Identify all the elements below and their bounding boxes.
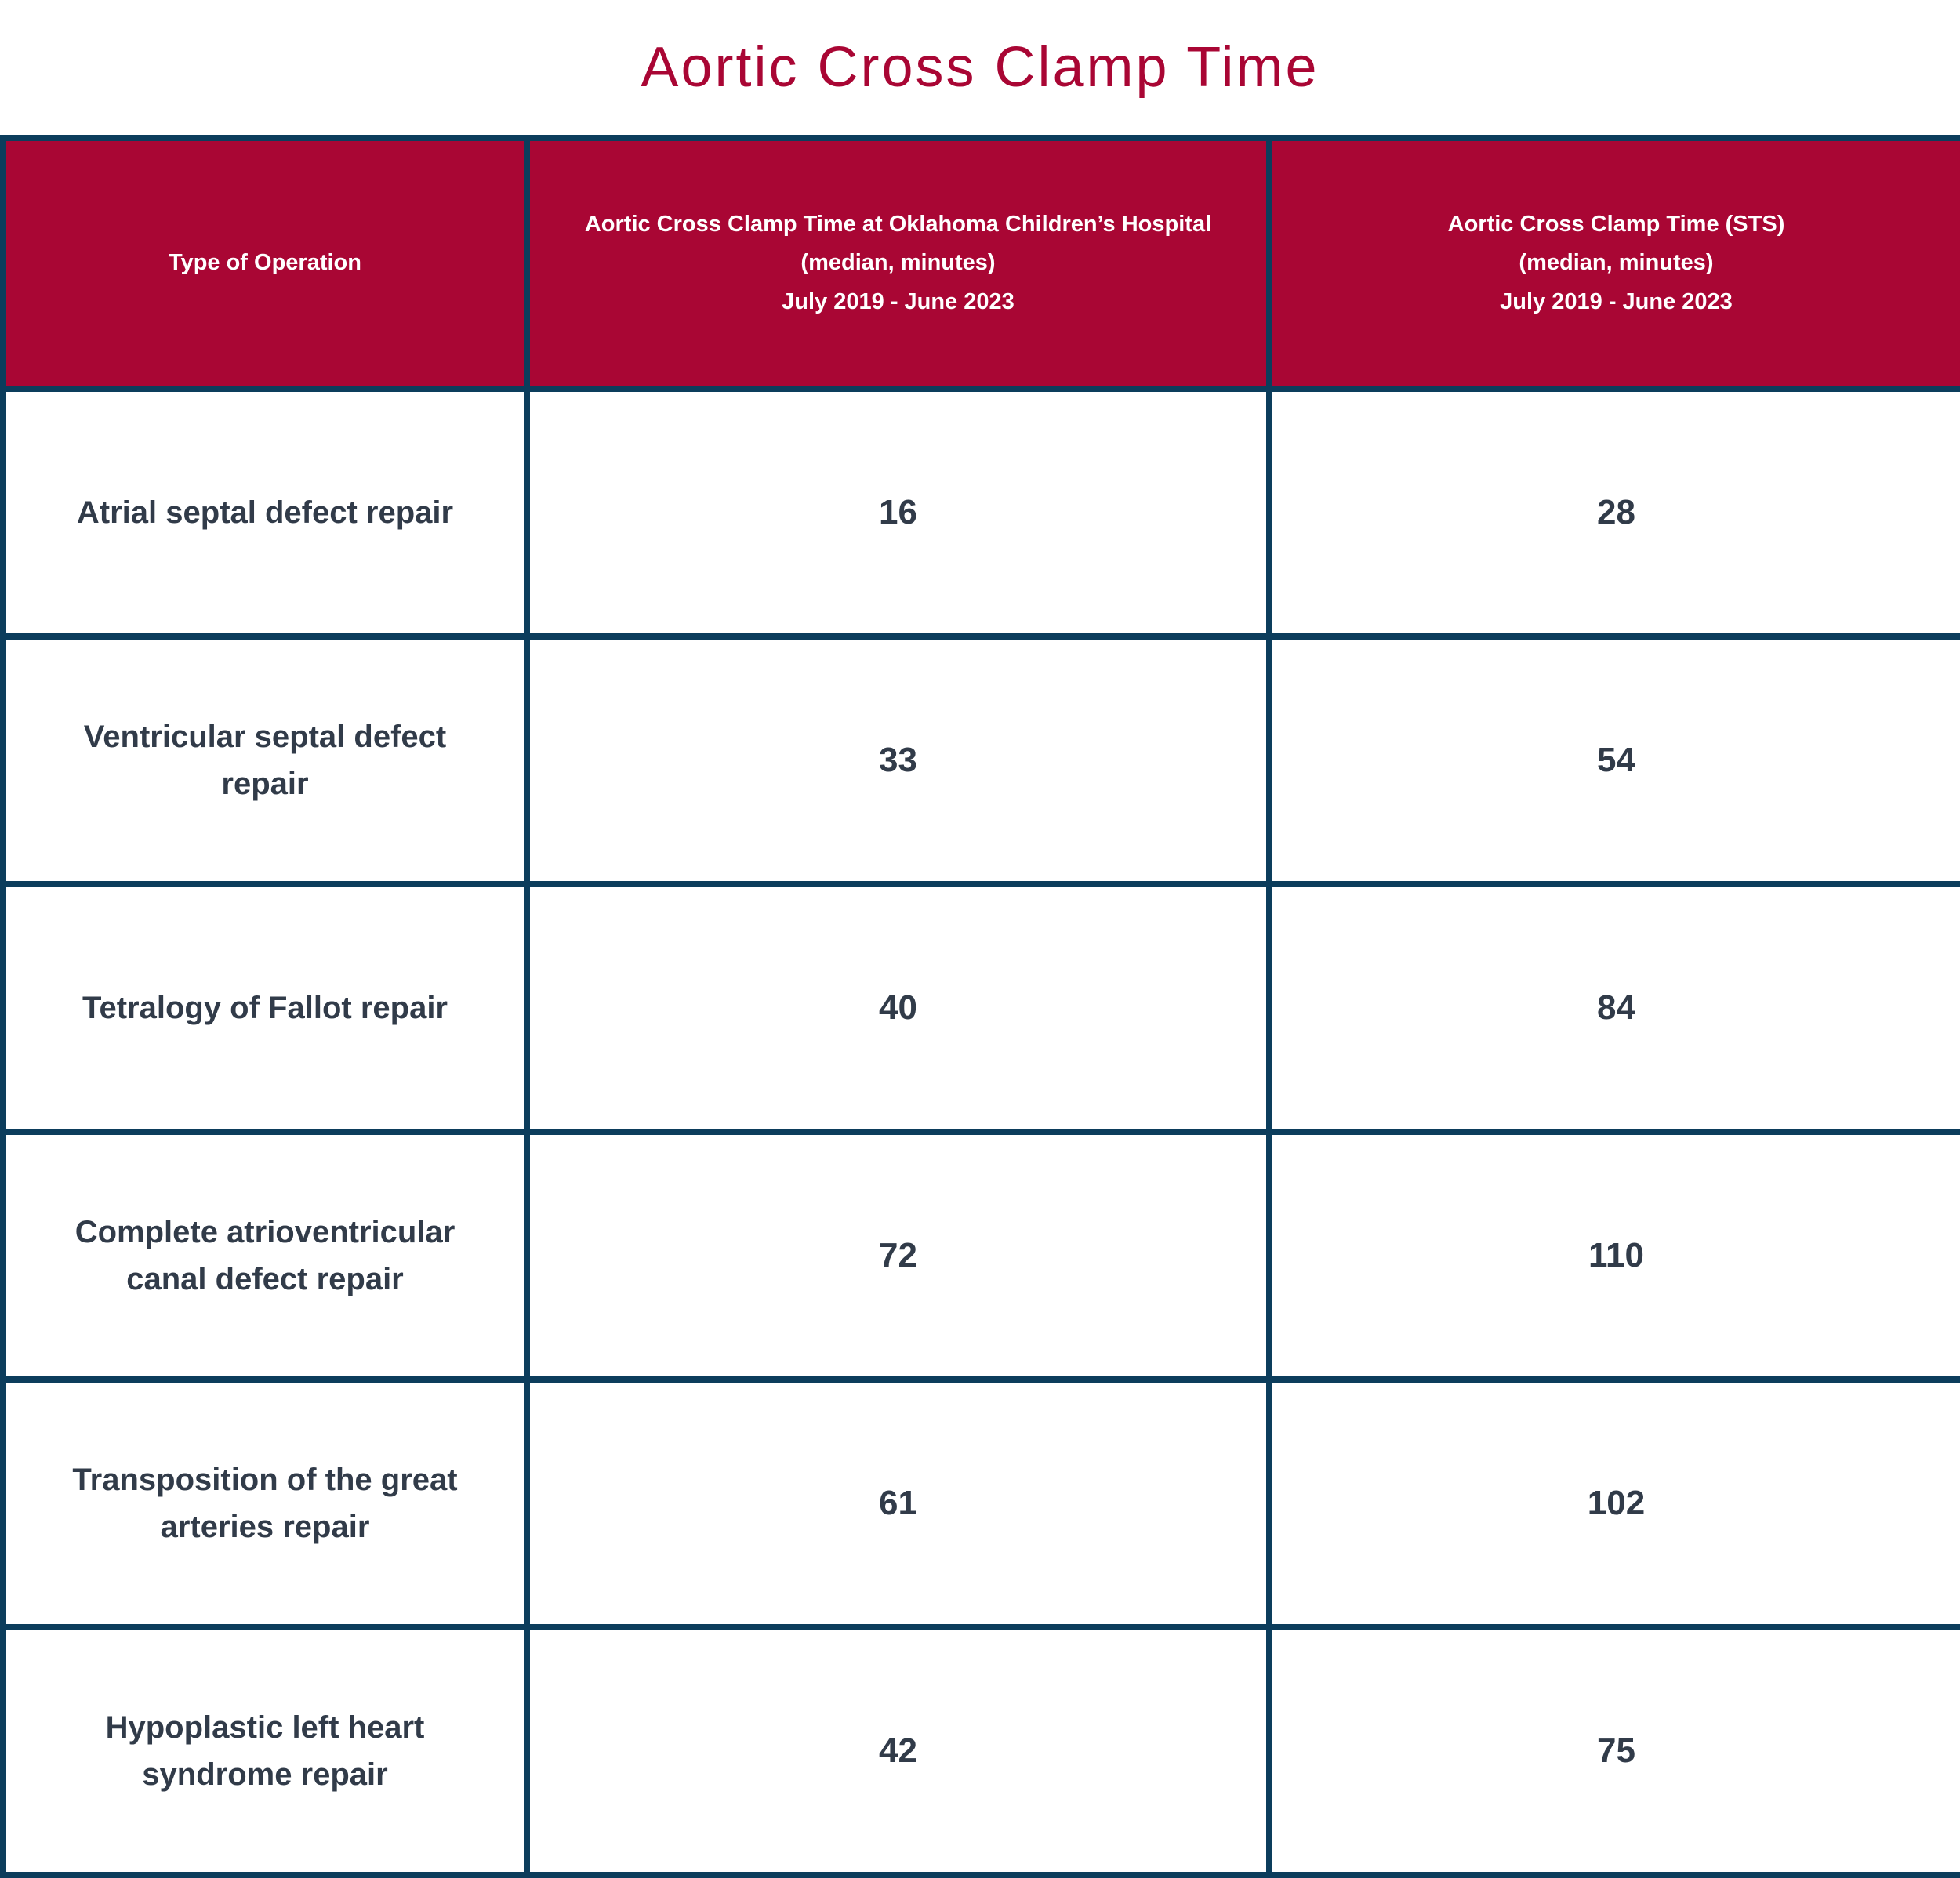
operation-label: Tetralogy of Fallot repair — [0, 881, 530, 1135]
table-row: Ventricular septal defect repair 33 54 — [0, 633, 1960, 887]
operation-label: Hypoplastic left heart syndrome repair — [0, 1624, 530, 1878]
operation-label: Atrial septal defect repair — [0, 386, 530, 640]
table-row: Transposition of the great arteries repa… — [0, 1376, 1960, 1630]
operation-label: Transposition of the great arteries repa… — [0, 1376, 530, 1630]
column-header-type-of-operation: Type of Operation — [0, 135, 530, 392]
sts-median-value: 84 — [1266, 881, 1960, 1135]
aortic-cross-clamp-table: Type of Operation Aortic Cross Clamp Tim… — [0, 135, 1960, 1878]
column-header-och-median: Aortic Cross Clamp Time at Oklahoma Chil… — [524, 135, 1272, 392]
och-median-value: 61 — [524, 1376, 1272, 1630]
page-title: Aortic Cross Clamp Time — [641, 36, 1319, 99]
operation-label: Ventricular septal defect repair — [0, 633, 530, 887]
och-median-value: 40 — [524, 881, 1272, 1135]
title-bar: Aortic Cross Clamp Time — [0, 0, 1960, 135]
sts-median-value: 75 — [1266, 1624, 1960, 1878]
header-row: Type of Operation Aortic Cross Clamp Tim… — [0, 135, 1960, 392]
sts-median-value: 110 — [1266, 1129, 1960, 1383]
table-row: Complete atrioventricular canal defect r… — [0, 1129, 1960, 1383]
table-row: Hypoplastic left heart syndrome repair 4… — [0, 1624, 1960, 1878]
operation-label: Complete atrioventricular canal defect r… — [0, 1129, 530, 1383]
och-median-value: 33 — [524, 633, 1272, 887]
table-row: Atrial septal defect repair 16 28 — [0, 386, 1960, 640]
och-median-value: 42 — [524, 1624, 1272, 1878]
sts-median-value: 54 — [1266, 633, 1960, 887]
sts-median-value: 102 — [1266, 1376, 1960, 1630]
och-median-value: 16 — [524, 386, 1272, 640]
column-header-sts-median: Aortic Cross Clamp Time (STS) (median, m… — [1266, 135, 1960, 392]
sts-median-value: 28 — [1266, 386, 1960, 640]
table-row: Tetralogy of Fallot repair 40 84 — [0, 881, 1960, 1135]
och-median-value: 72 — [524, 1129, 1272, 1383]
